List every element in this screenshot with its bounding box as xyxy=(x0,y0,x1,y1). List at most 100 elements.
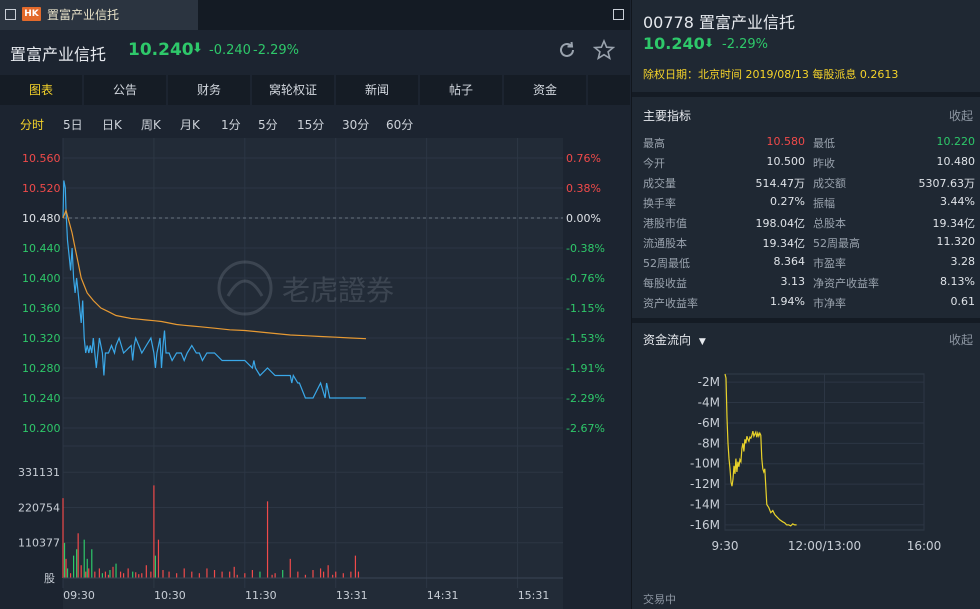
tab-posts[interactable]: 帖子 xyxy=(420,75,502,105)
indicator-value: 5307.63万 xyxy=(918,177,976,190)
period-intraday[interactable]: 分时 xyxy=(20,118,45,132)
chevron-down-icon: ▼ xyxy=(698,337,706,347)
divider xyxy=(632,92,980,97)
flow-x-tick: 16:00 xyxy=(907,539,942,553)
capital-collapse-button[interactable]: 收起 xyxy=(948,333,973,347)
indicator-value: 0.61 xyxy=(950,295,976,308)
period-5m[interactable]: 5分 xyxy=(258,118,278,132)
volume-unit: 股 xyxy=(44,572,55,585)
y-tick-pct: -2.29% xyxy=(566,392,605,405)
capital-flow-title[interactable]: 资金流向 ▼ xyxy=(643,331,706,348)
indicator-label: 成交额 xyxy=(813,177,846,190)
x-tick: 11:30 xyxy=(245,589,277,602)
period-60m[interactable]: 60分 xyxy=(386,118,414,132)
y-tick-pct: -1.91% xyxy=(566,362,605,375)
flow-y-tick: -12M xyxy=(690,477,720,491)
indicator-value: 10.220 xyxy=(936,135,976,148)
intraday-chart-area: 老虎證券 10.560 10.520 10.480 10.440 10.400 10.360… xyxy=(0,138,630,609)
tab-financials[interactable]: 财务 xyxy=(168,75,250,105)
down-arrow-icon: ⬇ xyxy=(704,36,715,50)
watermark-text: 老虎證券 xyxy=(282,274,394,307)
flow-y-tick: -10M xyxy=(690,457,720,471)
period-15m[interactable]: 15分 xyxy=(297,118,325,132)
nav-tabs: 图表 公告 财务 窝轮权证 新闻 帖子 资金 xyxy=(0,72,630,106)
indicator-value: 10.500 xyxy=(766,155,806,168)
y-tick-price: 10.240 xyxy=(22,392,61,405)
down-arrow-icon: ⬇ xyxy=(192,41,203,56)
watermark-logo xyxy=(217,260,273,316)
x-tick: 10:30 xyxy=(154,589,186,602)
tab-more[interactable] xyxy=(588,75,630,105)
y-tick-pct: -0.38% xyxy=(566,242,605,255)
stock-code-name: 00778 置富产业信托 xyxy=(643,13,795,32)
last-price: 10.240 xyxy=(128,40,194,60)
indicator-value: 514.47万 xyxy=(755,177,806,190)
indicator-value: 1.94% xyxy=(770,295,805,308)
indicator-label: 总股本 xyxy=(813,217,846,230)
period-1m[interactable]: 1分 xyxy=(221,118,241,132)
x-tick: 15:31 xyxy=(518,589,550,602)
indicator-value: 198.04亿 xyxy=(755,217,806,230)
window-toggle-icon[interactable] xyxy=(613,9,624,20)
indicator-label: 成交量 xyxy=(643,177,676,190)
trading-status: 交易中 xyxy=(643,593,676,606)
star-icon[interactable] xyxy=(593,39,615,61)
y-tick-price: 10.280 xyxy=(22,362,61,375)
ex-dividend-info: 除权日期：北京时间 2019/08/13 每股派息 0.2613 xyxy=(643,68,899,81)
indicator-label: 最高 xyxy=(643,137,665,150)
x-tick: 09:30 xyxy=(63,589,95,602)
flow-x-tick: 9:30 xyxy=(712,539,739,553)
flow-line xyxy=(724,373,797,527)
y-tick-price: 10.560 xyxy=(22,152,61,165)
capital-flow-chart: -2M -4M -6M -8M -10M -12M -14M -16M 9:30 12:00/13… xyxy=(690,373,942,553)
period-daily[interactable]: 日K xyxy=(102,118,122,132)
y-tick-price: 10.400 xyxy=(22,272,61,285)
flow-y-tick: -4M xyxy=(698,396,720,410)
indicator-label: 流通股本 xyxy=(643,237,687,250)
indicator-value: 8.364 xyxy=(773,255,806,268)
indicators-collapse-button[interactable]: 收起 xyxy=(948,109,973,123)
period-monthly[interactable]: 月K xyxy=(180,118,200,132)
flow-y-tick: -14M xyxy=(690,498,720,512)
y-tick-pct: -0.76% xyxy=(566,272,605,285)
x-tick: 14:31 xyxy=(427,589,459,602)
indicator-value: 8.13% xyxy=(940,275,975,288)
indicator-value: 10.580 xyxy=(766,135,806,148)
indicator-label: 港股市值 xyxy=(643,217,687,230)
indicator-label: 资产收益率 xyxy=(643,297,698,310)
indicator-label: 振幅 xyxy=(813,197,835,210)
volume-tick: 331131 xyxy=(18,466,60,479)
refresh-icon[interactable] xyxy=(556,39,578,61)
intraday-chart[interactable]: 老虎證券 10.560 10.520 10.480 10.440 10.400 10.360… xyxy=(0,138,630,609)
indicator-value: 19.34亿 xyxy=(762,237,806,250)
indicator-value: 10.480 xyxy=(936,155,976,168)
indicator-label: 市净率 xyxy=(813,297,846,310)
period-30m[interactable]: 30分 xyxy=(342,118,370,132)
period-5d[interactable]: 5日 xyxy=(63,118,83,132)
indicator-label: 最低 xyxy=(813,137,835,150)
tab-warrants[interactable]: 窝轮权证 xyxy=(252,75,334,105)
flow-y-tick: -8M xyxy=(698,436,720,450)
tab-capital[interactable]: 资金 xyxy=(504,75,586,105)
indicator-value: 3.44% xyxy=(940,195,975,208)
indicator-label: 换手率 xyxy=(643,197,676,210)
left-panel: HK 置富产业信托 置富产业信托 10.240 ⬇ -0.240 -2.29% … xyxy=(0,0,630,609)
price-change: -0.240 xyxy=(209,43,251,58)
period-weekly[interactable]: 周K xyxy=(141,118,161,132)
indicator-label: 52周最高 xyxy=(813,237,860,250)
checkbox-icon[interactable] xyxy=(5,9,16,20)
indicator-value: 3.13 xyxy=(780,275,806,288)
period-selector: 分时 5日 日K 周K 月K 1分 5分 15分 30分 60分 xyxy=(0,110,630,136)
tab-announcements[interactable]: 公告 xyxy=(84,75,166,105)
x-tick: 13:31 xyxy=(336,589,368,602)
indicator-label: 每股收益 xyxy=(643,277,687,290)
y-tick-pct: -1.53% xyxy=(566,332,605,345)
indicator-value: 0.27% xyxy=(770,195,805,208)
stock-tab[interactable]: HK 置富产业信托 xyxy=(0,0,198,30)
right-last-price: 10.240 xyxy=(643,34,705,53)
tab-news[interactable]: 新闻 xyxy=(336,75,418,105)
tab-chart[interactable]: 图表 xyxy=(0,75,82,105)
market-badge: HK xyxy=(22,7,41,21)
tab-title: 置富产业信托 xyxy=(47,8,120,22)
